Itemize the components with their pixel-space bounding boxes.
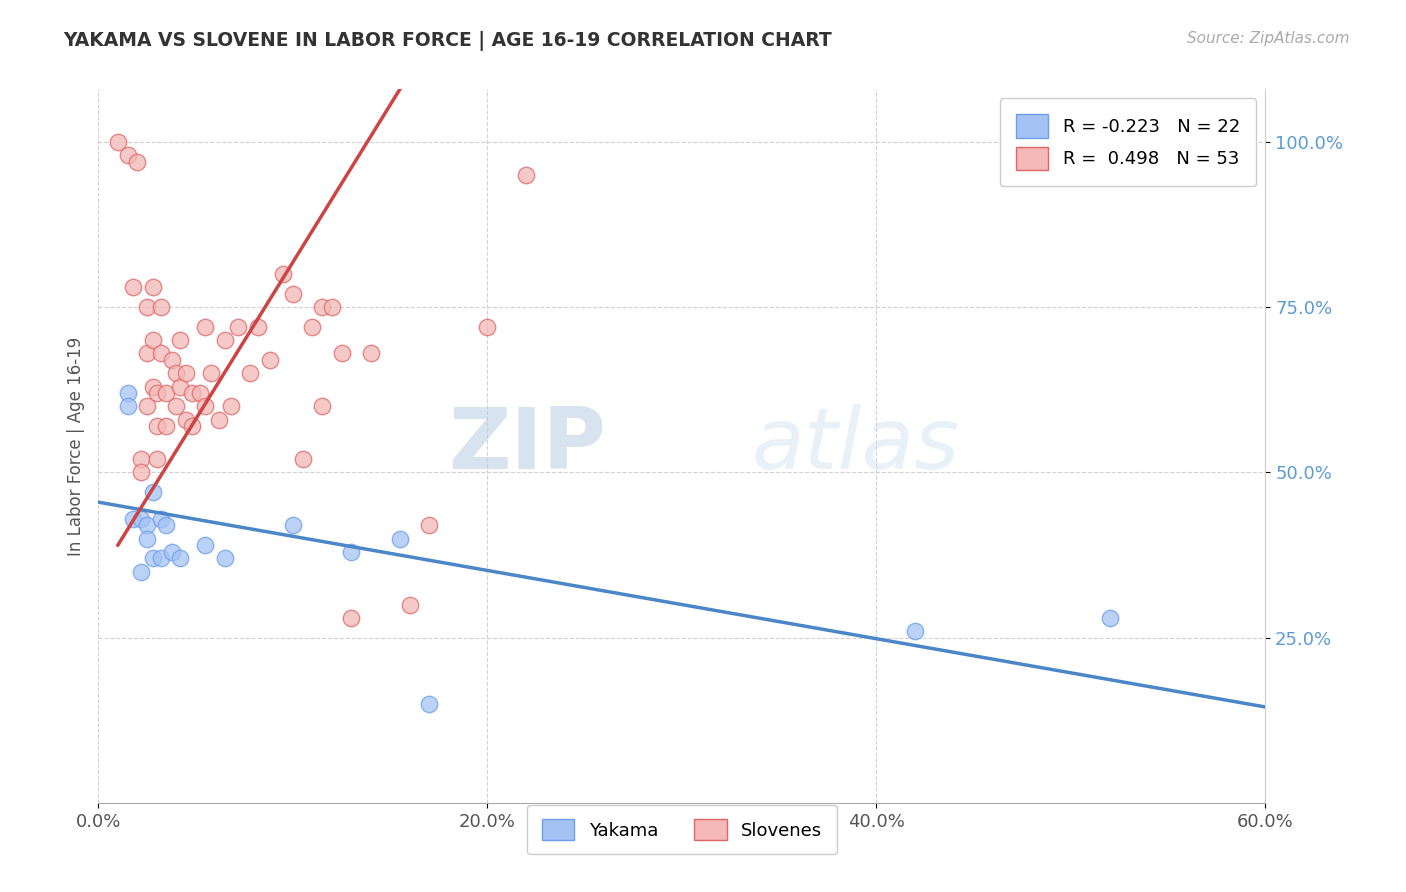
Point bbox=[208, 412, 231, 426]
Point bbox=[1098, 611, 1121, 625]
Point bbox=[146, 452, 169, 467]
Point bbox=[149, 511, 172, 525]
Point bbox=[142, 551, 165, 566]
Legend: Yakama, Slovenes: Yakama, Slovenes bbox=[527, 805, 837, 855]
Point bbox=[122, 280, 145, 294]
Point bbox=[149, 300, 172, 314]
Point bbox=[330, 346, 353, 360]
Point bbox=[142, 280, 165, 294]
Point bbox=[129, 511, 152, 525]
Point bbox=[228, 320, 250, 334]
Point bbox=[311, 300, 333, 314]
Point bbox=[246, 320, 269, 334]
Point bbox=[904, 624, 927, 638]
Text: YAKAMA VS SLOVENE IN LABOR FORCE | AGE 16-19 CORRELATION CHART: YAKAMA VS SLOVENE IN LABOR FORCE | AGE 1… bbox=[63, 31, 832, 51]
Point bbox=[155, 419, 177, 434]
Point bbox=[200, 367, 222, 381]
Point bbox=[142, 333, 165, 347]
Text: ZIP: ZIP bbox=[449, 404, 606, 488]
Point bbox=[136, 400, 159, 414]
Point bbox=[117, 400, 139, 414]
Text: Source: ZipAtlas.com: Source: ZipAtlas.com bbox=[1187, 31, 1350, 46]
Point bbox=[281, 518, 304, 533]
Point bbox=[188, 386, 211, 401]
Point bbox=[174, 367, 197, 381]
Point bbox=[301, 320, 323, 334]
Text: atlas: atlas bbox=[752, 404, 960, 488]
Point bbox=[129, 565, 152, 579]
Point bbox=[117, 148, 139, 162]
Point bbox=[340, 545, 363, 559]
Point bbox=[136, 346, 159, 360]
Point bbox=[214, 333, 236, 347]
Point bbox=[291, 452, 314, 467]
Point bbox=[194, 400, 217, 414]
Point bbox=[388, 532, 411, 546]
Point bbox=[122, 511, 145, 525]
Point bbox=[340, 611, 363, 625]
Point bbox=[418, 518, 440, 533]
Point bbox=[107, 135, 129, 149]
Point bbox=[165, 400, 187, 414]
Point bbox=[259, 353, 281, 368]
Point bbox=[136, 300, 159, 314]
Point bbox=[281, 287, 304, 301]
Point bbox=[477, 320, 499, 334]
Point bbox=[129, 452, 152, 467]
Point bbox=[169, 551, 191, 566]
Point bbox=[418, 697, 440, 711]
Point bbox=[162, 545, 184, 559]
Point bbox=[142, 379, 165, 393]
Point bbox=[162, 353, 184, 368]
Point bbox=[174, 412, 197, 426]
Point bbox=[180, 419, 202, 434]
Point bbox=[398, 598, 420, 612]
Point bbox=[360, 346, 382, 360]
Point bbox=[169, 379, 191, 393]
Point bbox=[146, 419, 169, 434]
Point bbox=[149, 551, 172, 566]
Point bbox=[214, 551, 236, 566]
Y-axis label: In Labor Force | Age 16-19: In Labor Force | Age 16-19 bbox=[66, 336, 84, 556]
Point bbox=[136, 532, 159, 546]
Point bbox=[142, 485, 165, 500]
Point bbox=[146, 386, 169, 401]
Point bbox=[117, 386, 139, 401]
Point bbox=[180, 386, 202, 401]
Point bbox=[149, 346, 172, 360]
Point bbox=[136, 518, 159, 533]
Point bbox=[311, 400, 333, 414]
Point bbox=[271, 267, 294, 281]
Point bbox=[321, 300, 343, 314]
Point bbox=[129, 466, 152, 480]
Point bbox=[155, 518, 177, 533]
Point bbox=[219, 400, 242, 414]
Point bbox=[194, 538, 217, 552]
Point bbox=[165, 367, 187, 381]
Point bbox=[515, 168, 537, 182]
Point bbox=[127, 154, 149, 169]
Point bbox=[155, 386, 177, 401]
Point bbox=[194, 320, 217, 334]
Point bbox=[239, 367, 262, 381]
Point bbox=[169, 333, 191, 347]
